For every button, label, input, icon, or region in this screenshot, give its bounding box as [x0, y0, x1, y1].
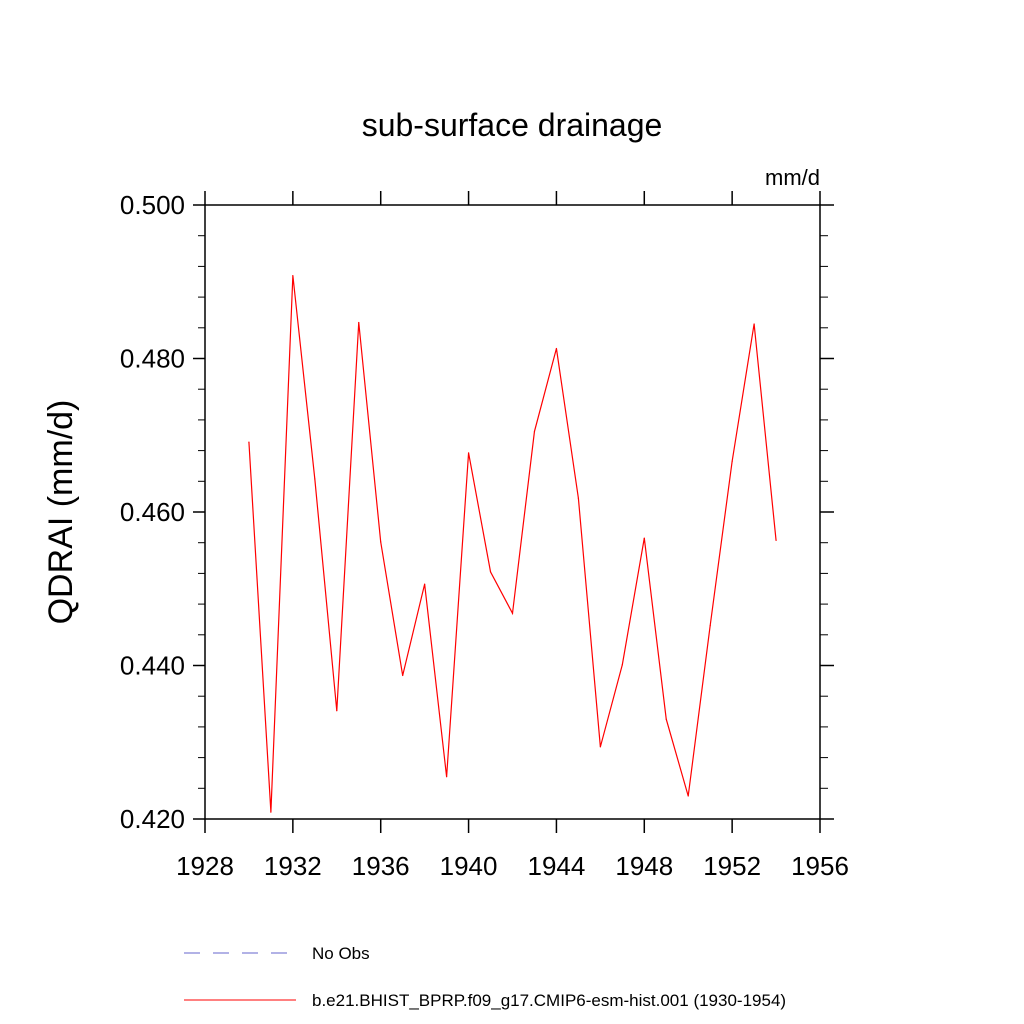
data-point	[643, 537, 645, 539]
data-point	[270, 811, 272, 813]
legend-label-model-run: b.e21.BHIST_BPRP.f09_g17.CMIP6-esm-hist.…	[312, 991, 786, 1010]
series-line-0	[248, 275, 777, 813]
axis-ticks: 1928 1932 1936 1940 1944 1948 1952 1956 0.420 0.4…	[120, 190, 849, 881]
x-tick-label: 1952	[703, 851, 761, 881]
data-point	[248, 441, 250, 443]
data-point	[292, 275, 294, 277]
x-tick-label: 1944	[528, 851, 586, 881]
x-tick-label: 1936	[352, 851, 410, 881]
y-axis-label: QDRAI (mm/d)	[42, 400, 80, 625]
x-tick-label: 1948	[615, 851, 673, 881]
legend-label-no-obs: No Obs	[312, 944, 370, 963]
data-point	[424, 583, 426, 585]
x-tick-label: 1940	[440, 851, 498, 881]
y-tick-label: 0.440	[120, 651, 185, 681]
data-point	[599, 746, 601, 748]
data-point	[446, 776, 448, 778]
x-tick-label: 1932	[264, 851, 322, 881]
y-tick-label: 0.460	[120, 497, 185, 527]
plot-frame	[204, 204, 821, 820]
data-point	[577, 497, 579, 499]
units-label: mm/d	[765, 165, 820, 190]
data-point	[555, 347, 558, 350]
data-point	[380, 541, 382, 543]
data-point	[709, 624, 711, 627]
data-point	[621, 664, 623, 666]
data-point	[665, 718, 667, 720]
data-point	[687, 795, 689, 797]
data-point	[753, 323, 755, 325]
x-tick-label: 1956	[791, 851, 849, 881]
y-tick-label: 0.500	[120, 190, 185, 220]
data-point	[358, 321, 360, 324]
data-point	[533, 430, 536, 433]
data-point	[775, 539, 777, 541]
legend: No Obs b.e21.BHIST_BPRP.f09_g17.CMIP6-es…	[184, 944, 786, 1010]
data-point	[402, 674, 404, 677]
y-tick-label: 0.420	[120, 804, 185, 834]
data-point	[314, 478, 316, 480]
data-point	[336, 710, 338, 712]
x-tick-label: 1928	[176, 851, 234, 881]
data-point	[511, 612, 514, 614]
chart-title: sub-surface drainage	[362, 107, 663, 143]
y-tick-label: 0.480	[120, 344, 185, 374]
data-point	[489, 571, 492, 573]
data-point	[731, 460, 733, 462]
series-layer	[248, 275, 777, 813]
data-point	[467, 452, 470, 454]
